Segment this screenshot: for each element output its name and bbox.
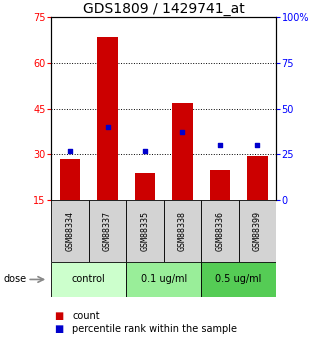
Text: GSM88337: GSM88337 — [103, 211, 112, 251]
Text: 0.5 ug/ml: 0.5 ug/ml — [215, 275, 262, 284]
Bar — [51, 262, 126, 297]
Text: 0.1 ug/ml: 0.1 ug/ml — [141, 275, 187, 284]
Text: GSM88336: GSM88336 — [215, 211, 224, 251]
Bar — [201, 200, 239, 262]
Bar — [126, 200, 164, 262]
Bar — [60, 159, 80, 200]
Text: control: control — [72, 275, 106, 284]
Bar — [89, 200, 126, 262]
Bar — [172, 102, 193, 200]
Point — [217, 142, 222, 148]
Title: GDS1809 / 1429741_at: GDS1809 / 1429741_at — [83, 2, 245, 16]
Bar — [126, 262, 201, 297]
Text: GSM88334: GSM88334 — [65, 211, 74, 251]
Text: ■: ■ — [55, 311, 64, 321]
Bar — [164, 200, 201, 262]
Point — [180, 130, 185, 135]
Bar — [97, 37, 118, 200]
Bar — [239, 200, 276, 262]
Point — [255, 142, 260, 148]
Text: percentile rank within the sample: percentile rank within the sample — [72, 325, 237, 334]
Text: count: count — [72, 311, 100, 321]
Text: GSM88399: GSM88399 — [253, 211, 262, 251]
Bar — [51, 200, 89, 262]
Point — [67, 148, 73, 154]
Bar — [135, 172, 155, 200]
Bar — [210, 170, 230, 200]
Text: GSM88338: GSM88338 — [178, 211, 187, 251]
Text: dose: dose — [3, 275, 26, 284]
Bar — [247, 156, 268, 200]
Text: ■: ■ — [55, 325, 64, 334]
Point — [105, 124, 110, 130]
Point — [143, 148, 148, 154]
Bar — [201, 262, 276, 297]
Text: GSM88335: GSM88335 — [141, 211, 150, 251]
